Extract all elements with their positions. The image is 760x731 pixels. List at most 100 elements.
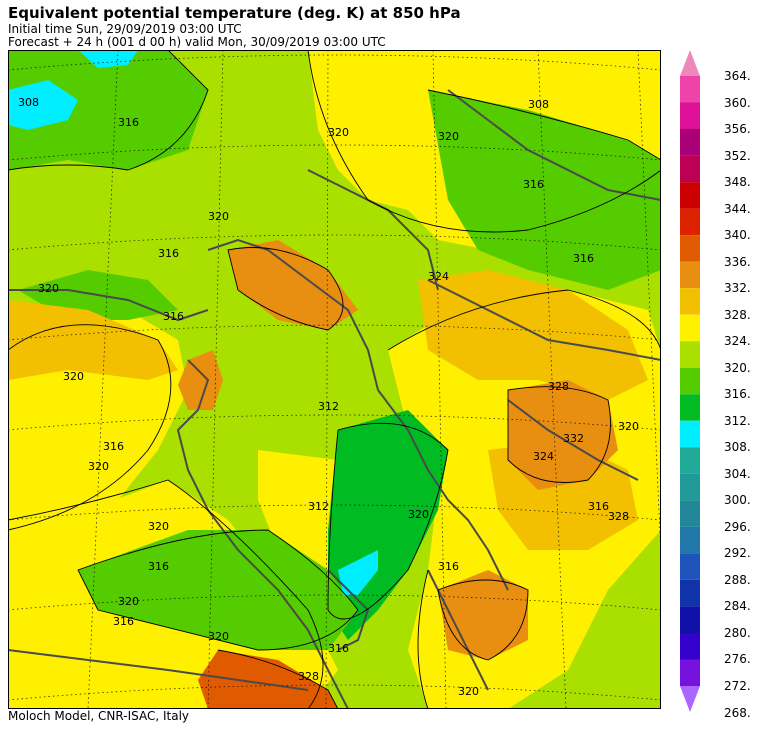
contour-label: 320 xyxy=(408,508,429,521)
colorbar-level-label: 292. xyxy=(724,546,751,561)
map-frame xyxy=(8,50,661,709)
colorbar-level-label: 320. xyxy=(724,360,751,375)
colorbar-level-label: 300. xyxy=(724,493,751,508)
theta-e-map: 308 316 320 308 316 320 316 316 320 316 … xyxy=(8,50,661,709)
field-308-south xyxy=(338,550,378,595)
colorbar-swatch xyxy=(680,447,700,474)
contour-label: 320 xyxy=(208,210,229,223)
contour-label: 316 xyxy=(148,560,169,573)
contour-label: 320 xyxy=(118,595,139,608)
contour-label: 320 xyxy=(438,130,459,143)
contour-label: 320 xyxy=(63,370,84,383)
colorbar-swatch xyxy=(680,129,700,156)
colorbar-swatch xyxy=(680,526,700,554)
contour-label: 312 xyxy=(318,400,339,413)
contour-label: 316 xyxy=(573,252,594,265)
contour-label: 316 xyxy=(328,642,349,655)
colorbar-swatch xyxy=(680,579,700,607)
colorbar-level-label: 352. xyxy=(724,148,751,163)
colorbar-level-label: 324. xyxy=(724,334,751,349)
contour-label: 332 xyxy=(563,432,584,445)
colorbar-level-label: 356. xyxy=(724,122,751,137)
field-324-east xyxy=(418,270,648,400)
contour-label: 324 xyxy=(533,450,554,463)
colorbar-swatch xyxy=(680,288,700,315)
contour-label: 316 xyxy=(158,247,179,260)
contour-label: 324 xyxy=(428,270,449,283)
colorbar-swatch xyxy=(680,50,700,76)
contour-label: 328 xyxy=(298,670,319,683)
contour-label: 320 xyxy=(88,460,109,473)
field-308-northwest xyxy=(8,80,78,130)
field-308-north xyxy=(78,50,138,68)
colorbar-swatch xyxy=(680,686,700,712)
colorbar-level-label: 288. xyxy=(724,572,751,587)
colorbar-level-label: 308. xyxy=(724,440,751,455)
colorbar-swatch xyxy=(680,182,700,209)
forecast-valid-time: Forecast + 24 h (001 d 00 h) valid Mon, … xyxy=(8,35,386,49)
contour-label: 320 xyxy=(618,420,639,433)
contour-label: 316 xyxy=(118,116,139,129)
field-312-northwest xyxy=(8,50,208,170)
contour-label: 316 xyxy=(113,615,134,628)
contour-label: 328 xyxy=(548,380,569,393)
colorbar-level-label: 364. xyxy=(724,69,751,83)
colorbar-level-label: 316. xyxy=(724,387,751,402)
colorbar-swatch xyxy=(680,394,700,421)
contour-lines xyxy=(8,50,661,709)
contour-label: 312 xyxy=(308,500,329,513)
field-324-west xyxy=(8,300,178,380)
colorbar-level-label: 280. xyxy=(724,625,751,640)
field-328-east xyxy=(508,380,618,490)
contour-label: 308 xyxy=(18,96,39,109)
contour-label: 320 xyxy=(458,685,479,698)
colorbar-level-label: 276. xyxy=(724,652,751,667)
colorbar-swatch xyxy=(680,314,700,342)
colorbar-level-label: 272. xyxy=(724,679,751,693)
colorbar-level-label: 296. xyxy=(724,519,751,534)
model-credit: Moloch Model, CNR-ISAC, Italy xyxy=(8,709,190,723)
colorbar-swatch xyxy=(680,261,700,289)
contour-label: 316 xyxy=(163,310,184,323)
field-328-alps xyxy=(228,240,358,330)
colorbar-swatch xyxy=(680,473,700,501)
contour-label: 320 xyxy=(148,520,169,533)
colorbar-swatch xyxy=(680,420,700,448)
contour-label: 316 xyxy=(523,178,544,191)
contour-label: 316 xyxy=(103,440,124,453)
colorbar-swatch xyxy=(680,235,700,262)
field-328-south xyxy=(438,570,528,660)
colorbar-swatch xyxy=(680,553,700,580)
colorbar-level-label: 340. xyxy=(724,228,751,243)
contour-label: 320 xyxy=(328,126,349,139)
colorbar-level-label: 360. xyxy=(724,95,751,110)
colorbar-swatch xyxy=(680,500,700,527)
colorbar-swatch xyxy=(680,155,700,183)
colorbar-level-label: 284. xyxy=(724,599,751,614)
initial-time: Initial time Sun, 29/09/2019 03:00 UTC xyxy=(8,22,242,36)
colorbar-swatch xyxy=(680,208,700,236)
colorbar-level-label: 312. xyxy=(724,413,751,428)
colorbar-swatch xyxy=(680,632,700,660)
colorbar-level-label: 344. xyxy=(724,201,751,216)
colorbar-swatch xyxy=(680,606,700,633)
contour-label: 328 xyxy=(608,510,629,523)
contour-labels: 308 316 320 308 316 320 316 316 320 316 … xyxy=(18,96,639,698)
field-312-north xyxy=(428,90,661,290)
colorbar-level-label: 304. xyxy=(724,466,751,481)
colorbar-swatch xyxy=(680,367,700,395)
contour-label: 316 xyxy=(588,500,609,513)
colorbar xyxy=(680,50,700,712)
colorbar-level-label: 328. xyxy=(724,307,751,322)
colorbar-level-label: 348. xyxy=(724,175,751,190)
colorbar-swatch xyxy=(680,341,700,368)
colorbar-swatch xyxy=(680,659,700,686)
coastlines xyxy=(8,89,661,709)
map-title: Equivalent potential temperature (deg. K… xyxy=(8,4,461,22)
contour-label: 320 xyxy=(38,282,59,295)
contour-label: 316 xyxy=(438,560,459,573)
colorbar-level-label: 332. xyxy=(724,281,751,296)
contour-label: 308 xyxy=(528,98,549,111)
colorbar-swatch xyxy=(680,76,700,103)
colorbar-level-label: 268. xyxy=(724,705,751,720)
